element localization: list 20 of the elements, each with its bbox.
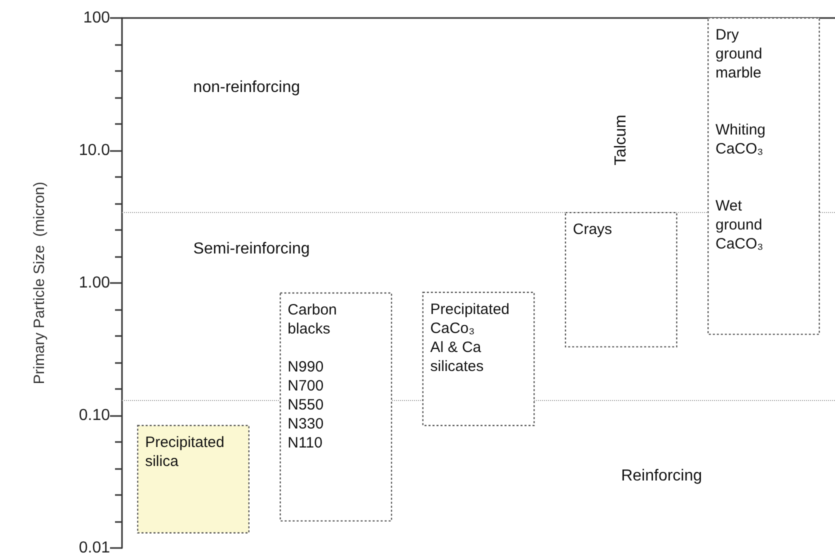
y-tick-label: 10.0 [78,142,110,159]
text: Carbon blacks N990 N700 N550 N330 N110 [288,301,337,452]
bar [137,424,250,534]
annotation: Reinforcing [621,467,702,484]
annotation: non-reinforcing [193,78,300,96]
annotation: Semi-reinforcing [193,240,310,258]
text: Dry ground marble Whiting CaCO₃ Wet ground CaCO₃ [715,26,766,252]
bar [280,292,392,522]
data-label: Precipitated CaCo₃ Al & Ca silicates [430,300,510,375]
data-label: Precipitated silica [145,434,224,470]
y-tick-label: 0.10 [78,407,110,424]
y-tick-label: 100 [83,10,110,26]
y-axis-title: Primary Particle Size (micron) [31,182,48,384]
bar [707,17,820,335]
y-tick-label: 1.00 [78,274,110,292]
bar [564,212,678,348]
data-label: Crays [572,220,612,238]
bar [422,292,535,426]
y-tick-label: 0.01 [78,540,110,556]
annotation: Talcum [612,114,630,166]
